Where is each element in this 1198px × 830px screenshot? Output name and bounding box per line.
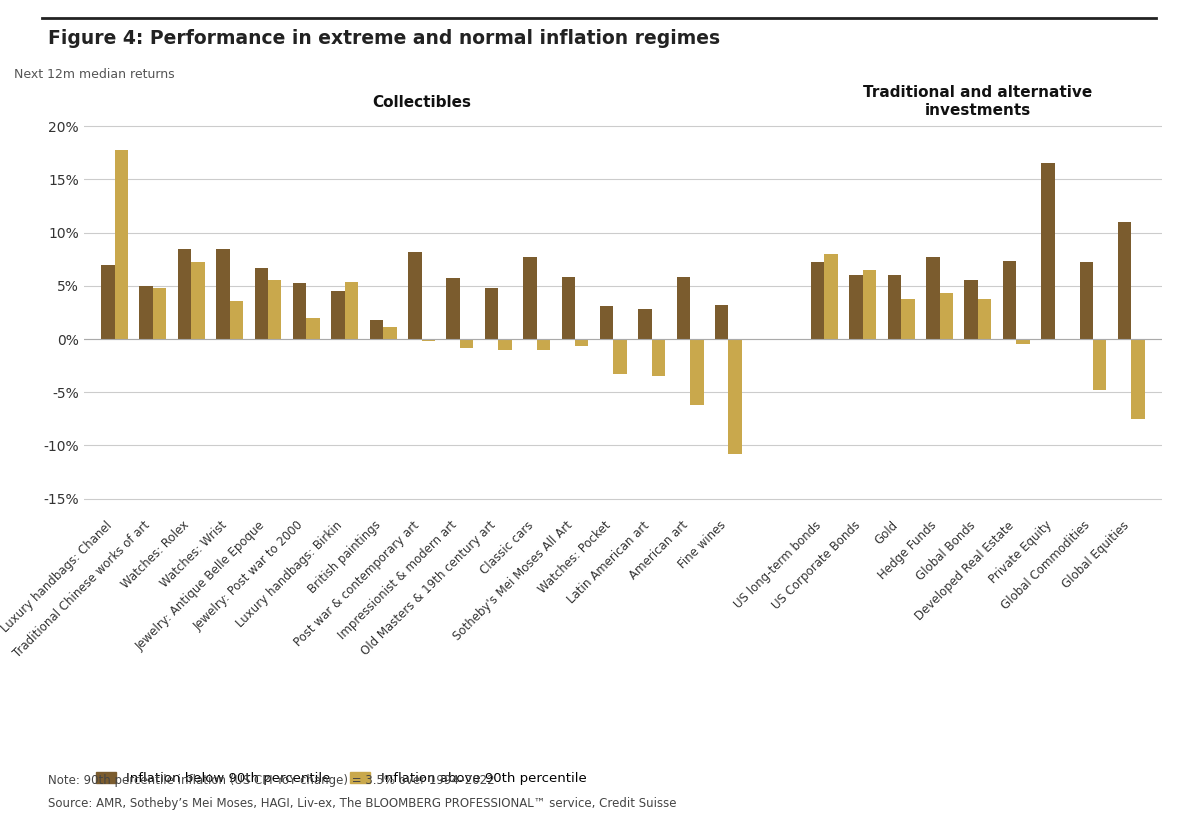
Bar	[888, 276, 901, 339]
Bar	[255, 268, 268, 339]
Bar	[332, 291, 345, 339]
Text: Traditional and alternative
investments: Traditional and alternative investments	[864, 85, 1093, 118]
Bar	[345, 281, 358, 339]
Text: Note: 90th percentile inflation (US CPI YoY change) = 3.5% over 1994–2022: Note: 90th percentile inflation (US CPI …	[48, 774, 495, 788]
Bar	[153, 288, 167, 339]
Bar	[926, 257, 939, 339]
Bar	[383, 327, 397, 339]
Bar	[460, 339, 473, 348]
Bar	[978, 299, 991, 339]
Bar	[652, 339, 665, 376]
Bar	[177, 248, 192, 339]
Bar	[901, 299, 914, 339]
Bar	[715, 305, 728, 339]
Bar	[115, 149, 128, 339]
Bar	[863, 270, 876, 339]
Legend: Inflation below 90th percentile, Inflation above 90th percentile: Inflation below 90th percentile, Inflati…	[91, 766, 592, 790]
Bar	[849, 276, 863, 339]
Bar	[1003, 261, 1016, 339]
Bar	[230, 300, 243, 339]
Bar	[485, 288, 498, 339]
Bar	[1131, 339, 1145, 419]
Bar	[1118, 222, 1131, 339]
Bar	[537, 339, 550, 349]
Bar	[613, 339, 627, 374]
Bar	[1079, 262, 1093, 339]
Bar	[422, 339, 435, 341]
Bar	[677, 277, 690, 339]
Bar	[1041, 164, 1054, 339]
Bar	[728, 339, 742, 454]
Text: Collectibles: Collectibles	[373, 95, 471, 110]
Text: Next 12m median returns: Next 12m median returns	[14, 68, 175, 81]
Bar	[575, 339, 588, 346]
Bar	[639, 310, 652, 339]
Bar	[498, 339, 512, 349]
Bar	[600, 306, 613, 339]
Bar	[139, 286, 153, 339]
Bar	[294, 283, 307, 339]
Bar	[1016, 339, 1030, 344]
Bar	[370, 320, 383, 339]
Bar	[409, 251, 422, 339]
Bar	[939, 293, 952, 339]
Bar	[524, 257, 537, 339]
Bar	[268, 281, 282, 339]
Bar	[824, 254, 837, 339]
Bar	[101, 265, 115, 339]
Bar	[690, 339, 703, 405]
Bar	[307, 318, 320, 339]
Bar	[216, 248, 230, 339]
Bar	[811, 262, 824, 339]
Bar	[192, 262, 205, 339]
Bar	[447, 278, 460, 339]
Bar	[562, 277, 575, 339]
Text: Figure 4: Performance in extreme and normal inflation regimes: Figure 4: Performance in extreme and nor…	[48, 29, 720, 48]
Bar	[1093, 339, 1107, 390]
Text: Source: AMR, Sotheby’s Mei Moses, HAGI, Liv-ex, The BLOOMBERG PROFESSIONAL™ serv: Source: AMR, Sotheby’s Mei Moses, HAGI, …	[48, 797, 677, 810]
Bar	[964, 281, 978, 339]
